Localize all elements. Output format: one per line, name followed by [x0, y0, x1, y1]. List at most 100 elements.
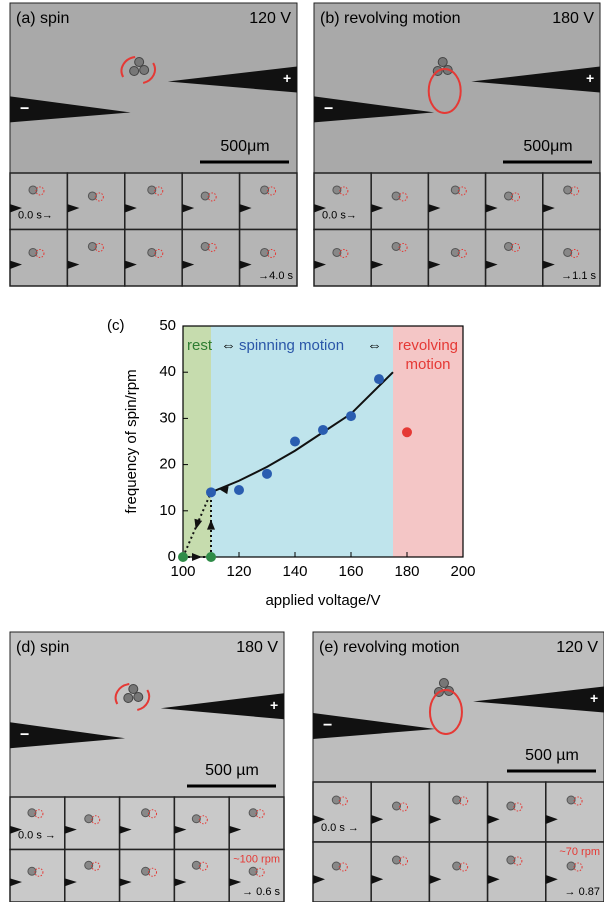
thumbnail: [66, 172, 126, 231]
electrode: [239, 204, 252, 213]
x-tick-label: 140: [282, 563, 307, 580]
particle: [398, 192, 408, 202]
electrode: [487, 875, 500, 884]
y-tick-label: 20: [159, 456, 176, 473]
thumbnail: [124, 228, 183, 287]
particle: [450, 185, 460, 195]
data-point: [402, 427, 412, 438]
particle: [503, 191, 513, 201]
thumbnail: [118, 796, 176, 851]
y-axis-label: frequency of spin/rpm: [123, 369, 140, 513]
particle: [332, 247, 342, 257]
thumbnail: [542, 172, 601, 231]
electrode: [229, 825, 242, 834]
electrode-label: −: [323, 717, 332, 734]
particle: [207, 192, 217, 202]
particle: [573, 796, 583, 806]
y-tick-label: 0: [168, 548, 176, 565]
particle: [123, 693, 134, 703]
thumbnail: [370, 781, 431, 843]
thumbnail: [370, 841, 431, 903]
particle: [147, 185, 157, 195]
particle: [248, 808, 258, 818]
electrode-label: −: [20, 101, 29, 118]
x-tick-label: 120: [226, 563, 251, 580]
particle: [506, 855, 516, 865]
electrode: [182, 260, 195, 270]
data-point: [206, 487, 216, 498]
particle: [450, 247, 460, 257]
voltage-label: 180 V: [236, 639, 278, 656]
electrode: [313, 875, 325, 884]
particle: [260, 185, 270, 195]
x-axis-label: applied voltage/V: [265, 592, 380, 609]
thumbnail: [542, 228, 601, 287]
thumbnail: [9, 848, 66, 903]
particle: [134, 57, 145, 67]
time-label: 0.0 s →: [321, 822, 359, 834]
particle: [255, 867, 265, 877]
particle: [457, 186, 467, 196]
thumbnail: [238, 228, 298, 287]
separator: ⇔: [367, 337, 382, 354]
particle: [91, 815, 101, 825]
panel-label: (d) spin: [16, 639, 69, 656]
particle: [84, 814, 94, 824]
scale-bar-label: 500μm: [523, 138, 572, 155]
particle: [331, 795, 341, 805]
particle: [506, 801, 516, 811]
electrode: [10, 878, 22, 887]
time-label: → 0.6 s: [242, 886, 280, 898]
region-label: revolving motion: [398, 337, 458, 373]
electrode-label: +: [586, 70, 594, 86]
time-label: 0.0 s →: [18, 829, 56, 841]
time-label: → 0.87: [565, 886, 600, 898]
particle: [563, 247, 573, 257]
electrode: [314, 96, 435, 123]
thumbnail: [124, 172, 183, 231]
particle: [139, 65, 150, 75]
data-point: [234, 485, 244, 496]
particle: [457, 248, 467, 258]
particle: [510, 242, 520, 252]
electrode: [182, 204, 195, 213]
particle: [566, 795, 576, 805]
particle: [191, 814, 201, 824]
electrode: [174, 825, 187, 834]
voltage-label: 180 V: [552, 10, 594, 27]
electrode: [174, 878, 187, 887]
thumbnail: [173, 848, 230, 903]
particle: [147, 247, 157, 257]
electrode: [542, 260, 555, 270]
thumbnail: [228, 796, 285, 851]
motion-path: [427, 68, 462, 114]
thumbnail: [428, 781, 489, 843]
y-tick-label: 10: [159, 502, 176, 519]
electrode: [485, 204, 498, 213]
particle: [248, 866, 258, 876]
electrode: [545, 815, 558, 824]
particle: [563, 185, 573, 195]
particle: [255, 809, 265, 819]
electrode: [124, 260, 137, 270]
particle: [331, 861, 341, 871]
particle: [35, 186, 45, 196]
thumbnail: [545, 781, 604, 843]
data-point: [346, 411, 356, 422]
electrode: [471, 66, 600, 93]
electrode: [10, 260, 22, 270]
particle: [91, 861, 101, 871]
particle: [338, 796, 348, 806]
thumbnail: [370, 172, 430, 231]
particle: [28, 185, 38, 195]
particle: [398, 856, 408, 866]
data-point: [374, 374, 384, 385]
thumbnail: [238, 172, 298, 231]
electrode: [119, 878, 132, 887]
particle: [84, 860, 94, 870]
particle: [128, 684, 139, 694]
electrode: [10, 825, 22, 834]
electrode: [371, 815, 384, 824]
particle: [459, 862, 469, 872]
electrode: [429, 875, 442, 884]
